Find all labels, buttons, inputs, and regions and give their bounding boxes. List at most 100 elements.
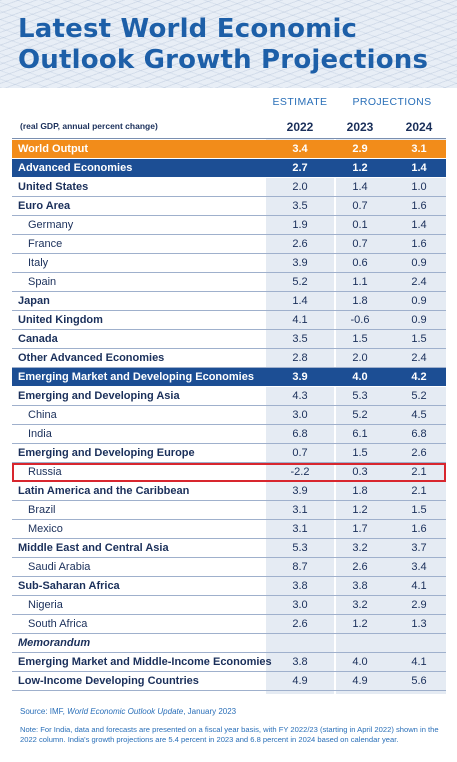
value-2024: 0.9 <box>411 257 427 269</box>
value-2023: 0.1 <box>352 219 368 231</box>
row-label: Middle East and Central Asia <box>18 542 169 554</box>
value-2023: 1.5 <box>352 333 368 345</box>
value-2023: 2.6 <box>352 561 368 573</box>
value-2024: 2.4 <box>411 352 427 364</box>
value-2022: 3.8 <box>292 656 308 668</box>
value-2024: 3.7 <box>411 542 427 554</box>
table-row: Italy 3.9 0.6 0.9 <box>12 254 446 273</box>
row-label: South Africa <box>28 618 88 630</box>
table-row: Middle East and Central Asia 5.3 3.2 3.7 <box>12 539 446 558</box>
estimate-column-shade <box>266 139 334 694</box>
value-2024: 4.5 <box>411 409 427 421</box>
row-label: Low-Income Developing Countries <box>18 675 199 687</box>
row-label: China <box>28 409 57 421</box>
value-2022: 3.9 <box>292 257 308 269</box>
value-2024: 1.3 <box>411 618 427 630</box>
footnote: Note: For India, data and forecasts are … <box>20 725 439 744</box>
value-2024: 1.6 <box>411 523 427 535</box>
value-2023: 0.3 <box>352 466 368 478</box>
value-2024: 1.5 <box>411 504 427 516</box>
value-2022: 4.1 <box>292 314 308 326</box>
value-2024: 4.1 <box>411 656 427 668</box>
row-label: Canada <box>18 333 58 345</box>
value-2022: 5.2 <box>292 276 308 288</box>
row-label: Nigeria <box>28 599 63 611</box>
row-label: Emerging and Developing Asia <box>18 390 180 402</box>
value-2022: 3.1 <box>292 504 308 516</box>
projections-column-shade <box>336 139 446 694</box>
value-2022: 2.0 <box>292 181 308 193</box>
row-label: United States <box>18 181 89 193</box>
table-row: Sub-Saharan Africa 3.8 3.8 4.1 <box>12 577 446 596</box>
value-2023: 1.8 <box>352 295 368 307</box>
value-2024: 3.4 <box>411 561 427 573</box>
value-2024: 1.4 <box>411 219 427 231</box>
year-2024: 2024 <box>405 120 433 134</box>
table-row: Emerging Market and Middle-Income Econom… <box>12 653 446 672</box>
row-label: Advanced Economies <box>18 162 133 174</box>
value-2023: 4.9 <box>352 675 368 687</box>
row-label: Emerging and Developing Europe <box>18 447 195 459</box>
table-row: Japan 1.4 1.8 0.9 <box>12 292 446 311</box>
value-2022: 2.6 <box>292 618 308 630</box>
table-row: Other Advanced Economies 2.8 2.0 2.4 <box>12 349 446 368</box>
table-row: Canada 3.5 1.5 1.5 <box>12 330 446 349</box>
value-2022: 2.6 <box>292 238 308 250</box>
value-2022: 4.9 <box>292 675 308 687</box>
value-2024: 1.6 <box>411 238 427 250</box>
table-row: Latin America and the Caribbean 3.9 1.8 2.1 <box>12 482 446 501</box>
value-2024: 1.5 <box>411 333 427 345</box>
value-2022: 3.8 <box>292 580 308 592</box>
table-row: Nigeria 3.0 3.2 2.9 <box>12 596 446 615</box>
value-2024: 3.1 <box>411 143 427 155</box>
value-2024: 5.2 <box>411 390 427 402</box>
table-row: Brazil 3.1 1.2 1.5 <box>12 501 446 520</box>
value-2022: 3.5 <box>292 333 308 345</box>
value-2024: 5.6 <box>411 675 427 687</box>
table-row: United States 2.0 1.4 1.0 <box>12 178 446 197</box>
value-2023: 1.5 <box>352 447 368 459</box>
row-label: Latin America and the Caribbean <box>18 485 190 497</box>
row-label: India <box>28 428 52 440</box>
value-2023: 1.7 <box>352 523 368 535</box>
row-label: Japan <box>18 295 50 307</box>
row-label: Emerging Market and Developing Economies <box>18 371 254 383</box>
value-2024: 2.4 <box>411 276 427 288</box>
page-title: Latest World Economic Outlook Growth Pro… <box>18 14 429 75</box>
value-2023: 1.1 <box>352 276 368 288</box>
table-row: Germany 1.9 0.1 1.4 <box>12 216 446 235</box>
table-row: France 2.6 0.7 1.6 <box>12 235 446 254</box>
value-2022: 1.4 <box>292 295 308 307</box>
value-2022: 6.8 <box>292 428 308 440</box>
table-row: United Kingdom 4.1 -0.6 0.9 <box>12 311 446 330</box>
value-2023: 1.4 <box>352 181 368 193</box>
value-2023: 2.9 <box>352 143 368 155</box>
value-2022: 4.3 <box>292 390 308 402</box>
value-2024: 0.9 <box>411 295 427 307</box>
table-row: Advanced Economies 2.7 1.2 1.4 <box>12 159 446 178</box>
row-label: Brazil <box>28 504 56 516</box>
table-row: Memorandum <box>12 634 446 653</box>
value-2023: 2.0 <box>352 352 368 364</box>
table-row: India 6.8 6.1 6.8 <box>12 425 446 444</box>
value-2024: 4.2 <box>411 371 427 383</box>
value-2024: 2.6 <box>411 447 427 459</box>
value-2023: 6.1 <box>352 428 368 440</box>
value-2022: -2.2 <box>290 466 310 478</box>
row-label: Other Advanced Economies <box>18 352 165 364</box>
value-2022: 3.0 <box>292 599 308 611</box>
row-label: Sub-Saharan Africa <box>18 580 120 592</box>
value-2022: 3.9 <box>292 485 308 497</box>
table-row: Euro Area 3.5 0.7 1.6 <box>12 197 446 216</box>
value-2023: 3.8 <box>352 580 368 592</box>
value-2022: 2.8 <box>292 352 308 364</box>
value-2024: 1.0 <box>411 181 427 193</box>
row-label: Italy <box>28 257 49 269</box>
row-label: Germany <box>28 219 74 231</box>
row-label: Mexico <box>28 523 63 535</box>
value-2022: 1.9 <box>292 219 308 231</box>
table-row: Emerging and Developing Asia 4.3 5.3 5.2 <box>12 387 446 406</box>
value-2023: -0.6 <box>350 314 370 326</box>
value-2022: 2.7 <box>292 162 308 174</box>
value-2024: 1.4 <box>411 162 427 174</box>
